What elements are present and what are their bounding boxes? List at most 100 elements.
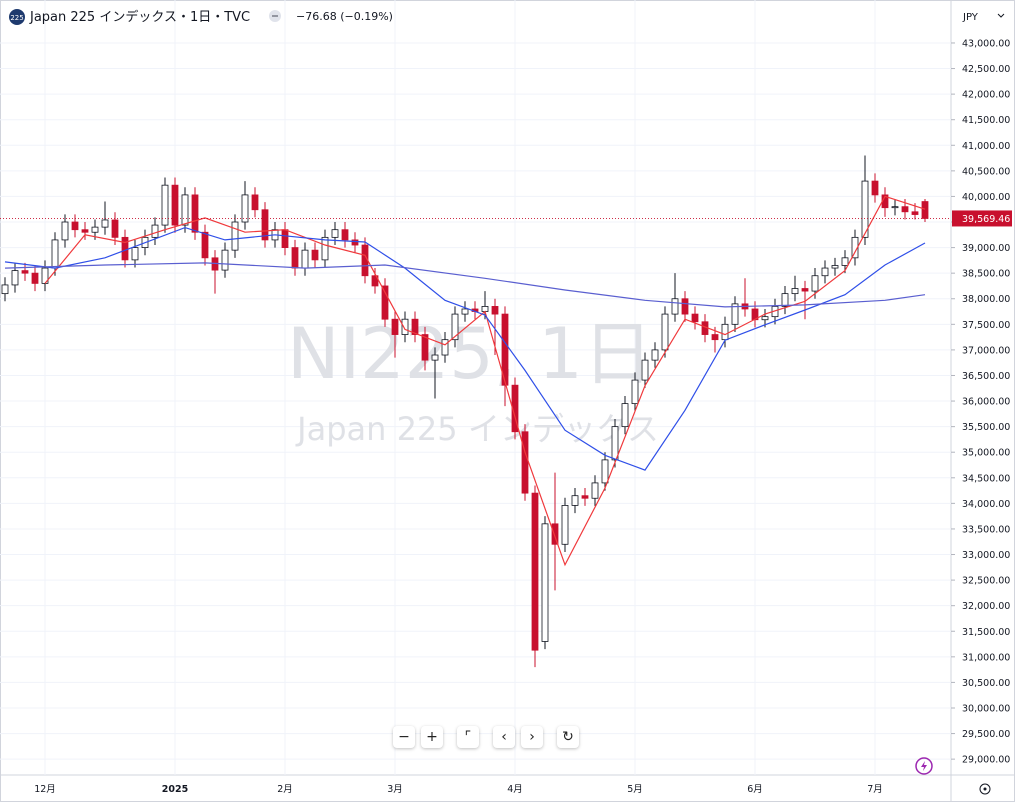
candle-body: [731, 303, 739, 325]
y-tick-label: 29,000.00: [962, 755, 1010, 766]
candle-body: [51, 239, 59, 269]
zoom-out-button[interactable]: −: [393, 726, 415, 748]
y-tick-label: 31,000.00: [962, 652, 1010, 663]
candle-body: [651, 349, 659, 361]
candle-body: [351, 239, 359, 246]
y-tick-label: 34,000.00: [962, 499, 1010, 510]
x-tick-label: 2月: [277, 784, 293, 795]
candle-body: [241, 194, 249, 223]
candle-body: [871, 180, 879, 196]
plot: [1, 155, 929, 668]
lightning-button[interactable]: [915, 757, 933, 775]
candle-body: [231, 221, 239, 251]
candle-body: [411, 318, 419, 335]
candle-body: [401, 318, 409, 335]
y-tick-label: 38,000.00: [962, 294, 1010, 305]
last-price-label: 39,569.46: [962, 214, 1010, 225]
candle-body: [821, 267, 829, 277]
y-tick-label: 29,500.00: [962, 729, 1010, 740]
y-tick-label: 36,000.00: [962, 397, 1010, 408]
candle-body: [591, 482, 599, 499]
candle-body: [501, 313, 509, 386]
currency-caret[interactable]: [997, 13, 1005, 18]
watermark: NI225, 1日: [287, 313, 653, 395]
badge-circle: [9, 9, 25, 25]
candle-body: [261, 209, 269, 241]
y-tick-label: 31,500.00: [962, 627, 1010, 638]
x-tick-label: 12月: [34, 784, 56, 795]
scroll-right-button[interactable]: ›: [521, 726, 543, 748]
candle-body: [431, 354, 439, 361]
settings-button[interactable]: [979, 783, 991, 795]
y-tick-label: 32,500.00: [962, 576, 1010, 587]
candle-body: [891, 206, 899, 209]
candle-body: [551, 523, 559, 545]
candle-body: [251, 194, 259, 211]
candle-body: [791, 288, 799, 295]
y-tick-label: 36,500.00: [962, 371, 1010, 382]
candle-body: [331, 229, 339, 238]
candle-body: [201, 231, 209, 259]
candle-body: [761, 316, 769, 321]
candle-body: [91, 226, 99, 233]
candle-body: [11, 270, 19, 286]
candle-body: [621, 403, 629, 428]
y-tick-label: 41,500.00: [962, 115, 1010, 126]
x-tick-label: 3月: [387, 784, 403, 795]
y-tick-label: 39,000.00: [962, 243, 1010, 254]
candle-body: [491, 306, 499, 315]
fullscreen-button[interactable]: ⌜: [457, 726, 479, 748]
candle-body: [291, 247, 299, 269]
candle-body: [111, 219, 119, 238]
x-tick-label: 7月: [867, 784, 883, 795]
moving-average: [4, 226, 926, 471]
candle-body: [571, 495, 579, 506]
lightning-icon: [921, 761, 927, 771]
candle-body: [901, 206, 909, 213]
x-tick-label: 2025: [162, 784, 188, 795]
candle-body: [1, 284, 9, 295]
candle-body: [311, 249, 319, 261]
candle-body: [221, 249, 229, 271]
candle-body: [31, 272, 39, 284]
reset-button[interactable]: ↻: [557, 726, 579, 748]
candle-body: [801, 288, 809, 292]
currency: JPY: [962, 12, 979, 23]
y-tick-label: 42,500.00: [962, 64, 1010, 75]
watermark-subtitle: Japan 225 インデックス: [295, 410, 659, 448]
candle-body: [661, 313, 669, 351]
candle-body: [371, 275, 379, 287]
badge: 225: [10, 14, 23, 22]
candle-body: [451, 313, 459, 341]
candle-body: [121, 236, 129, 261]
candle-body: [71, 221, 79, 231]
y-tick-label: 38,500.00: [962, 269, 1010, 280]
y-tick-label: 33,000.00: [962, 550, 1010, 561]
candle-body: [441, 339, 449, 356]
y-tick-label: 33,500.00: [962, 524, 1010, 535]
x-tick-label: 5月: [627, 784, 643, 795]
candle-body: [911, 211, 919, 215]
y-tick-label: 40,000.00: [962, 192, 1010, 203]
candle-body: [831, 265, 839, 269]
candle-body: [641, 359, 649, 381]
candle-body: [421, 334, 429, 361]
y-tick-label: 37,500.00: [962, 320, 1010, 331]
candle-body: [391, 318, 399, 335]
y-tick-label: 35,500.00: [962, 422, 1010, 433]
moving-average: [4, 262, 926, 308]
candle-body: [721, 323, 729, 341]
candle-body: [281, 229, 289, 248]
candle-body: [171, 184, 179, 226]
moving-average: [44, 195, 926, 567]
scroll-left-button[interactable]: ‹: [493, 726, 515, 748]
y-tick-label: 41,000.00: [962, 141, 1010, 152]
y-tick-label: 43,000.00: [962, 38, 1010, 49]
y-tick-label: 35,000.00: [962, 448, 1010, 459]
zoom-in-button[interactable]: +: [421, 726, 443, 748]
candle-body: [191, 194, 199, 233]
candle-body: [841, 257, 849, 266]
candle-body: [631, 379, 639, 405]
candle-body: [561, 505, 569, 545]
